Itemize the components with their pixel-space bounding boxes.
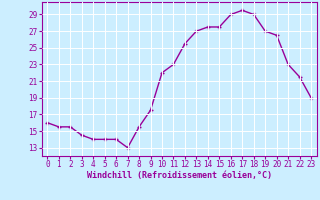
X-axis label: Windchill (Refroidissement éolien,°C): Windchill (Refroidissement éolien,°C) (87, 171, 272, 180)
